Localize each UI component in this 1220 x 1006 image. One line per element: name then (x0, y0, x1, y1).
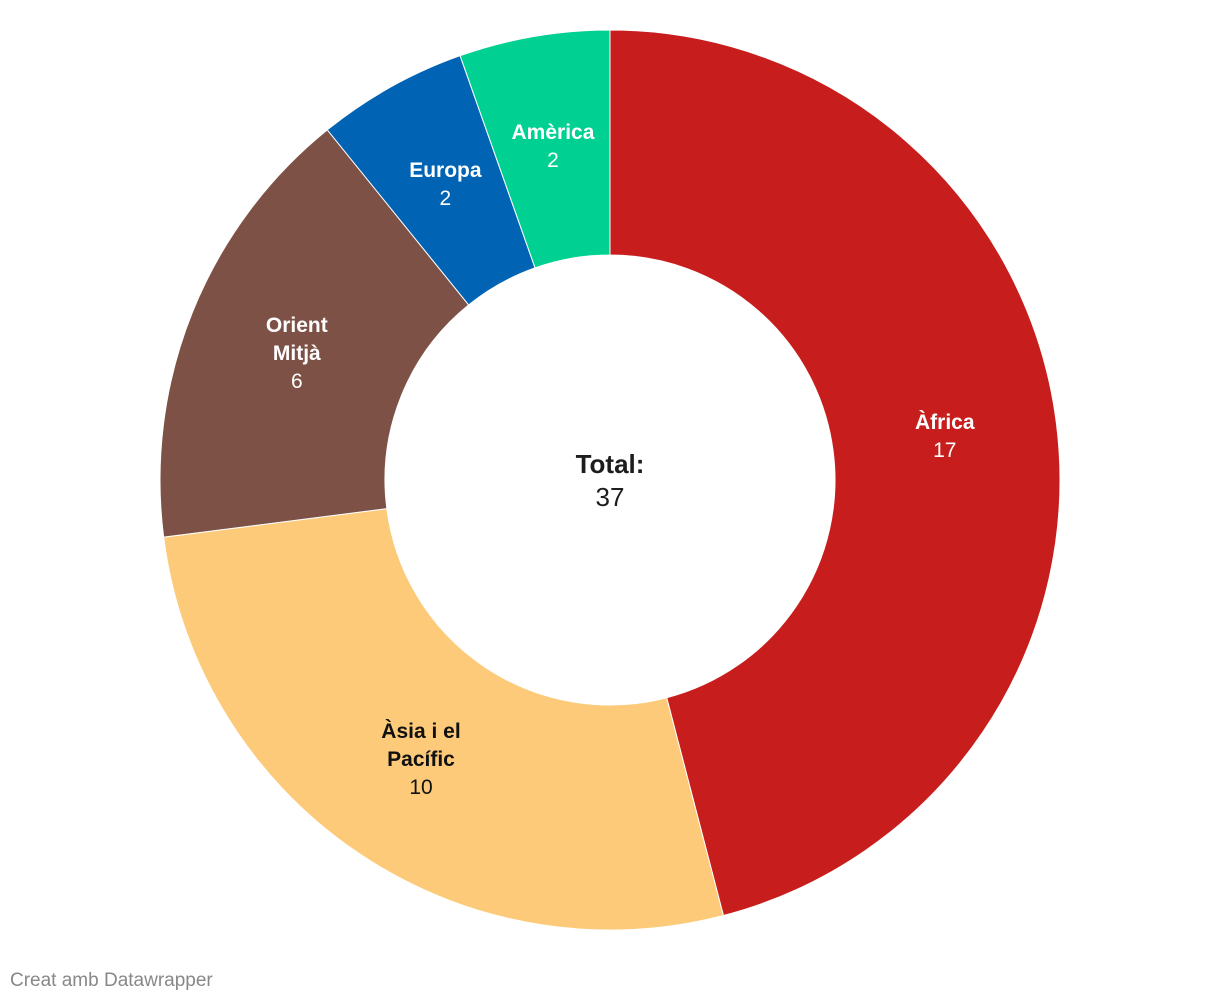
slice-name: Amèrica (511, 121, 595, 145)
center-label: Total: 37 (510, 448, 710, 514)
slice-label: Àfrica 17 (880, 409, 1010, 465)
slice-name: Orient Mitjà (265, 314, 328, 366)
slice-value: 6 (290, 370, 303, 394)
slice-label: Amèrica 2 (488, 119, 618, 175)
slice-name: Àsia i el Pacífic (381, 719, 461, 771)
donut-slice (459, 29, 611, 269)
center-total: 37 (595, 482, 625, 512)
slice-name: Europa (409, 159, 482, 183)
slice-value: 2 (547, 149, 559, 173)
center-title: Total: (575, 449, 645, 479)
credit: Creat amb Datawrapper (10, 970, 213, 991)
slice-value: 17 (933, 439, 957, 463)
slice-name: Àfrica (915, 411, 975, 435)
slice-label: Àsia i el Pacífic 10 (356, 718, 486, 802)
donut-slice (159, 129, 470, 538)
slice-value: 2 (439, 187, 452, 211)
donut-slice (163, 508, 724, 931)
slice-label: Europa 2 (380, 157, 510, 213)
slice-label: Orient Mitjà 6 (232, 312, 362, 396)
slice-value: 10 (409, 775, 433, 799)
donut-slice (609, 29, 1061, 917)
